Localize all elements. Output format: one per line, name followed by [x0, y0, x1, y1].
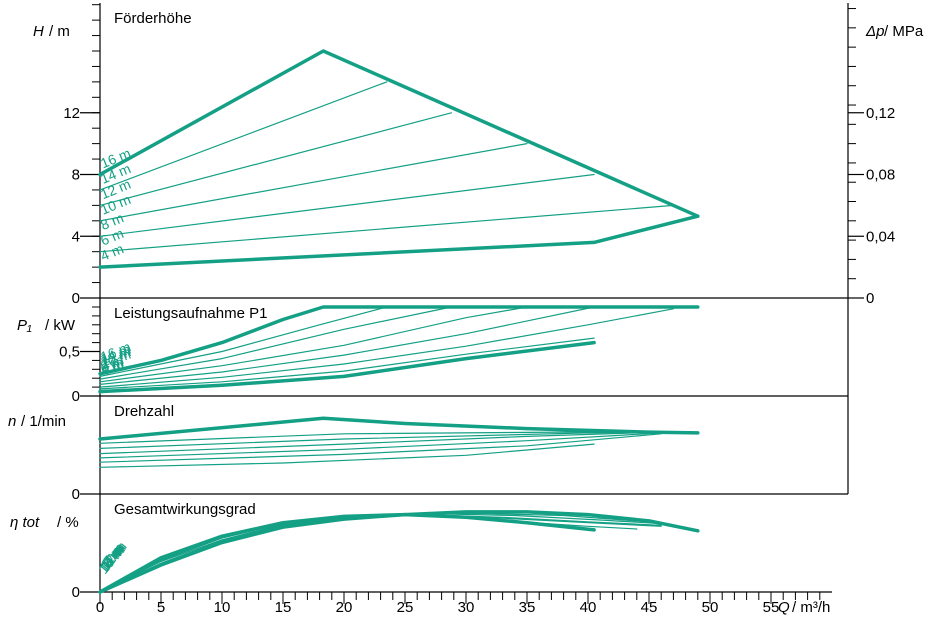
speed-min-curve — [99, 443, 595, 468]
power-setpoint-curve — [99, 306, 528, 383]
panel-title: Leistungsaufnahme P1 — [114, 305, 267, 322]
right-axis-label-unit: / MPa — [884, 23, 924, 40]
x-tick-label: 10 — [214, 599, 231, 616]
x-axis-label-var: Q — [778, 599, 790, 616]
panel-title: Drehzahl — [114, 403, 174, 420]
x-tick-label: 25 — [397, 599, 414, 616]
x-tick-label: 30 — [458, 599, 475, 616]
power-min-curve — [98, 340, 596, 394]
y-label-var-head: H — [33, 23, 44, 40]
x-tick-label: 35 — [519, 599, 536, 616]
y-tick-label: 0,5 — [59, 344, 80, 361]
head-setpoint-line — [99, 204, 674, 253]
y-right-tick-label: 0,04 — [866, 228, 895, 245]
x-tick-label: 20 — [336, 599, 353, 616]
x-tick-label: 50 — [702, 599, 719, 616]
y-label-unit-power: / kW — [45, 317, 76, 334]
y-tick-label: 0 — [72, 486, 80, 503]
head-setpoint-line — [99, 173, 595, 237]
y-label-unit-speed: / 1/min — [21, 413, 66, 430]
right-axis-label-var: Δp — [865, 23, 884, 40]
y-tick-label: 8 — [72, 167, 80, 184]
x-axis-label-unit: / m³/h — [792, 599, 830, 616]
speed-setpoint-curve — [99, 433, 662, 463]
panel-title: Gesamtwirkungsgrad — [114, 501, 256, 518]
x-tick-label: 5 — [157, 599, 165, 616]
y-tick-label: 12 — [63, 105, 80, 122]
y-tick-label: 0 — [72, 290, 80, 307]
y-tick-label: 4 — [72, 228, 80, 245]
y-label-unit-head: / m — [49, 23, 70, 40]
head-setpoint-line — [99, 81, 388, 191]
speed-setpoint-curve — [99, 431, 662, 455]
head-min-curve — [98, 214, 700, 269]
power-setpoint-curve — [99, 308, 674, 388]
power-setpoint-curve — [99, 306, 595, 385]
efficiency-setpoint-curve — [99, 513, 662, 593]
power-setpoint-curve — [99, 337, 595, 390]
speed-setpoint-curve — [99, 431, 662, 449]
y-label-unit-efficiency: / % — [57, 514, 79, 531]
y-tick-label: 0 — [72, 584, 80, 601]
power-setpoint-curve — [99, 306, 388, 377]
x-tick-label: 15 — [275, 599, 292, 616]
y-right-tick-label: 0 — [866, 290, 874, 307]
y-label-var-efficiency: η tot — [10, 514, 40, 531]
y-label-var-speed: n — [8, 413, 16, 430]
power-setpoint-curve — [99, 306, 452, 380]
y-label-var-power: P₁ — [17, 317, 32, 334]
head-setpoint-line — [99, 143, 528, 222]
y-right-tick-label: 0,08 — [866, 167, 895, 184]
panel-title: Förderhöhe — [114, 10, 192, 27]
x-tick-label: 0 — [96, 599, 104, 616]
x-tick-label: 40 — [580, 599, 597, 616]
y-right-tick-label: 0,12 — [866, 105, 895, 122]
head-setpoint-line — [99, 112, 452, 206]
y-tick-label: 0 — [72, 388, 80, 405]
speed-setpoint-curve — [99, 432, 662, 459]
efficiency-setpoint-curve — [99, 514, 638, 593]
head-max-envelope — [98, 49, 700, 218]
x-tick-label: 45 — [641, 599, 658, 616]
x-tick-label: 55 — [763, 599, 780, 616]
